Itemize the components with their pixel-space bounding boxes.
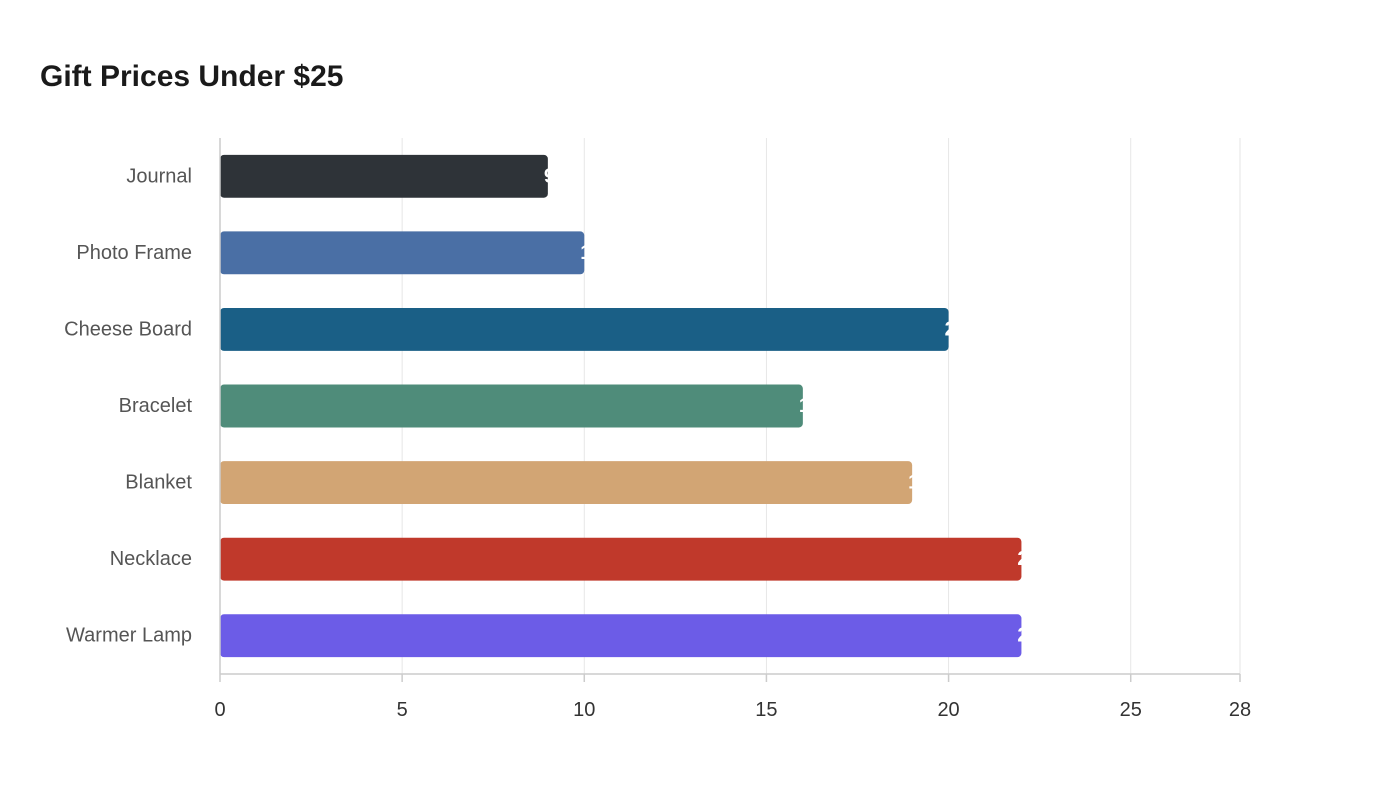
bar <box>220 384 803 428</box>
category-label: Photo Frame <box>76 242 192 264</box>
bar <box>220 461 913 505</box>
data-label: 22 <box>1017 548 1039 570</box>
bar <box>220 614 1022 658</box>
x-tick-label: 15 <box>755 699 777 721</box>
x-tick-label: 25 <box>1120 699 1142 721</box>
x-tick-label: 5 <box>397 699 408 721</box>
bar <box>220 154 548 198</box>
category-label: Journal <box>126 165 192 187</box>
x-tick-label: 20 <box>937 699 959 721</box>
data-label: 9 <box>544 165 555 187</box>
bar <box>220 231 585 275</box>
data-label: 16 <box>799 395 821 417</box>
data-label: 20 <box>945 318 967 340</box>
category-label: Bracelet <box>119 395 193 417</box>
data-label: 22 <box>1017 625 1039 647</box>
data-label: 19 <box>908 472 930 494</box>
data-label: 10 <box>580 242 602 264</box>
category-label: Cheese Board <box>64 318 192 340</box>
category-label: Warmer Lamp <box>66 625 192 647</box>
category-label: Necklace <box>110 548 192 570</box>
category-label: Blanket <box>125 472 192 494</box>
bar <box>220 537 1022 581</box>
x-tick-label: 0 <box>214 699 225 721</box>
bar <box>220 307 949 351</box>
x-tick-label: 10 <box>573 699 595 721</box>
chart-title: Gift Prices Under $25 <box>40 60 344 93</box>
x-tick-label: 28 <box>1229 699 1251 721</box>
